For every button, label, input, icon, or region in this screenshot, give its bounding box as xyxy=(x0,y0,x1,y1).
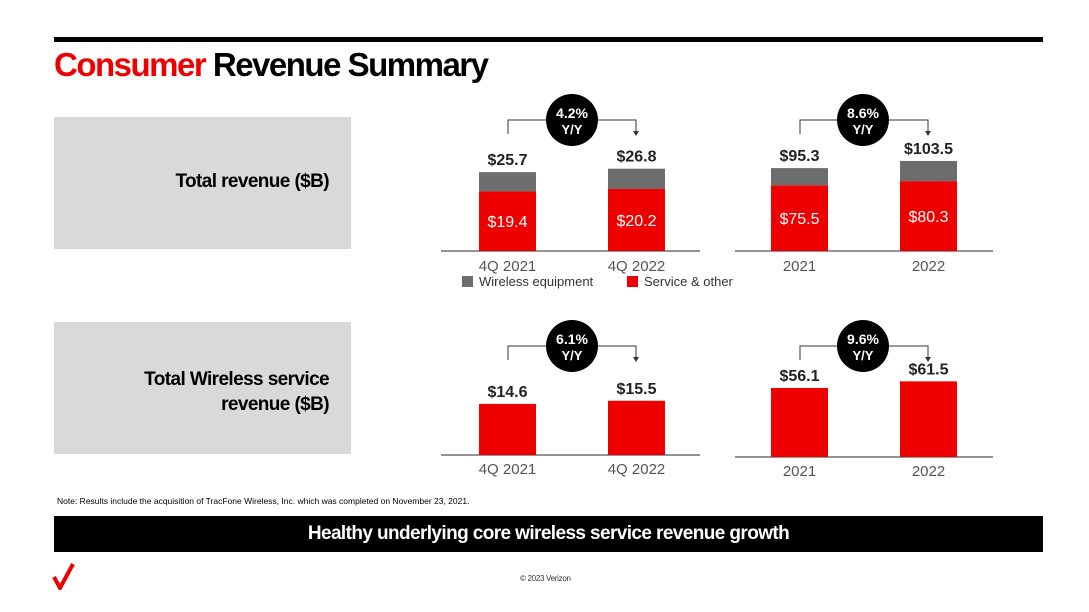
panel-wireless-service-revenue: Total Wireless service revenue ($B) xyxy=(54,322,351,454)
bar-service xyxy=(771,387,828,457)
growth-bubble xyxy=(837,94,889,146)
growth-bubble xyxy=(546,94,598,146)
bar-equipment xyxy=(608,168,665,189)
bar-value-label: $75.5 xyxy=(779,211,819,228)
top-rule xyxy=(54,37,1043,42)
bar-service xyxy=(771,185,828,251)
category-label: 4Q 2022 xyxy=(608,258,666,275)
bar-service xyxy=(900,181,957,251)
bar-service xyxy=(900,381,957,457)
arrow-down-icon xyxy=(633,357,639,362)
growth-value: 8.6% xyxy=(847,105,879,121)
total-label: $56.1 xyxy=(779,368,819,385)
legend-swatch-equipment xyxy=(462,276,473,287)
bar-equipment xyxy=(900,160,957,182)
panel-label-line2: revenue ($B) xyxy=(221,394,330,415)
arrow-down-icon xyxy=(925,131,931,136)
legend-label: Service & other xyxy=(644,274,733,289)
bar-service xyxy=(608,400,665,455)
bar-service xyxy=(479,191,536,251)
title-highlight: Consumer xyxy=(54,46,207,83)
bar-service xyxy=(479,403,536,455)
panel-total-revenue: Total revenue ($B) xyxy=(54,117,351,249)
total-label: $15.5 xyxy=(616,381,656,398)
panel-label-line1: Total Wireless service xyxy=(144,369,329,390)
category-label: 4Q 2022 xyxy=(608,461,666,478)
bar-value-label: $80.3 xyxy=(908,209,948,226)
title-rest: Revenue Summary xyxy=(212,46,489,83)
growth-bubble xyxy=(546,320,598,372)
legend-label: Wireless equipment xyxy=(479,274,594,289)
page-title: Consumer Revenue Summary xyxy=(54,46,489,84)
legend-item-equipment: Wireless equipment xyxy=(462,274,593,289)
growth-label: Y/Y xyxy=(853,348,874,363)
panel-label: Total revenue ($B) xyxy=(175,171,329,192)
total-label: $25.7 xyxy=(487,152,527,169)
growth-bubble xyxy=(837,320,889,372)
bar-value-label: $20.2 xyxy=(616,213,656,230)
total-label: $95.3 xyxy=(779,148,819,165)
growth-value: 4.2% xyxy=(556,105,588,121)
category-label: 4Q 2021 xyxy=(479,461,537,478)
category-label: 2022 xyxy=(912,463,945,480)
total-label: $14.6 xyxy=(487,384,527,401)
arrow-down-icon xyxy=(633,131,639,136)
growth-label: Y/Y xyxy=(562,348,583,363)
bar-equipment xyxy=(479,172,536,192)
category-label: 2021 xyxy=(783,258,816,275)
growth-label: Y/Y xyxy=(562,122,583,137)
legend-swatch-service xyxy=(627,276,638,287)
takeaway-banner: Healthy underlying core wireless service… xyxy=(54,516,1043,552)
category-label: 2021 xyxy=(783,463,816,480)
bar-equipment xyxy=(771,168,828,186)
category-label: 2022 xyxy=(912,258,945,275)
growth-value: 6.1% xyxy=(556,331,588,347)
total-label: $103.5 xyxy=(904,141,953,158)
total-label: $61.5 xyxy=(908,361,948,378)
growth-value: 9.6% xyxy=(847,331,879,347)
category-label: 4Q 2021 xyxy=(479,258,537,275)
footnote: Note: Results include the acquisition of… xyxy=(57,496,470,506)
bar-value-label: $19.4 xyxy=(487,214,527,231)
bar-service xyxy=(608,188,665,251)
copyright: © 2023 Verizon xyxy=(520,574,571,583)
growth-label: Y/Y xyxy=(853,122,874,137)
legend-item-service: Service & other xyxy=(627,274,733,289)
arrow-down-icon xyxy=(925,357,931,362)
verizon-check-icon xyxy=(52,563,75,590)
total-label: $26.8 xyxy=(616,149,656,166)
